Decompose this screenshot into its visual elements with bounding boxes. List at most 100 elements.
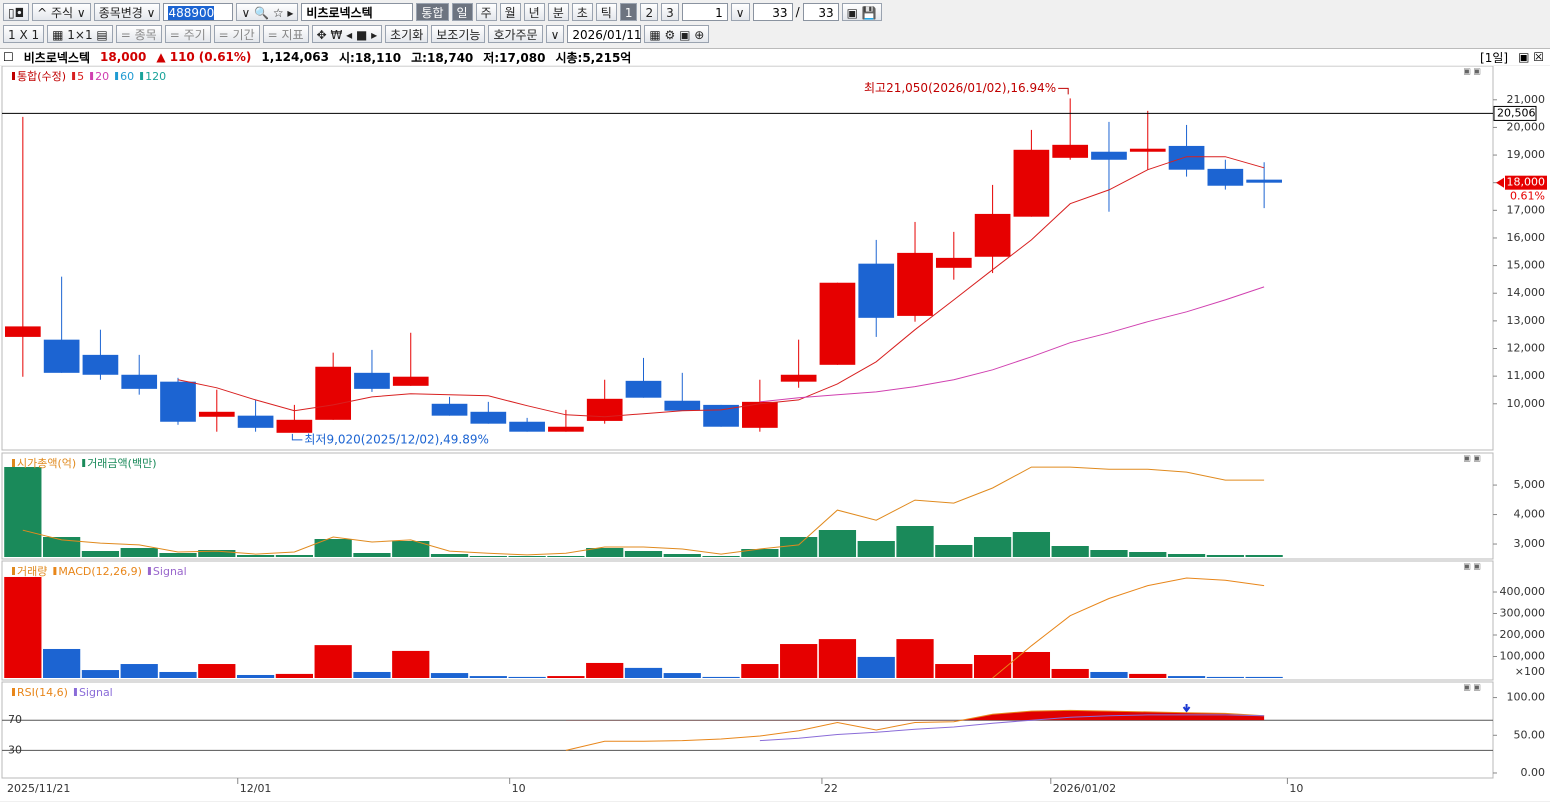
level-label: 70 [8, 713, 22, 726]
count-input[interactable]: 1 [681, 3, 728, 21]
period-btn[interactable]: 분 [547, 3, 569, 21]
legend-label: MACD(12,26,9) [58, 565, 142, 578]
legend-label: 60 [120, 70, 134, 83]
bar [624, 667, 663, 678]
info-volume: 1,124,063 [261, 50, 329, 64]
bar [43, 537, 81, 557]
bar [120, 548, 158, 557]
checkbox[interactable]: ☐ [3, 50, 14, 64]
change-stock-label: 종목변경 [98, 6, 143, 20]
page-input[interactable]: 33 [752, 3, 793, 21]
page: 33 [772, 6, 788, 20]
candle-body [315, 366, 352, 420]
bar [973, 655, 1012, 678]
aux-btn[interactable]: 보조기능 [431, 25, 486, 43]
x-tick-label: 10 [1289, 782, 1303, 795]
date-input[interactable]: 2026/01/11 [567, 25, 642, 43]
period-btn[interactable]: 월 [499, 3, 521, 21]
bar [973, 537, 1012, 557]
bar [392, 541, 430, 557]
legend-swatch [12, 459, 15, 467]
panel-button: ▣ ▣ [1463, 67, 1481, 76]
candle-body [82, 354, 119, 375]
legend-swatch [12, 72, 15, 80]
save-btn[interactable]: ▣ 💾 [841, 3, 882, 21]
bar [663, 673, 701, 678]
candle-body [1091, 151, 1127, 160]
bar [1245, 555, 1283, 557]
bar [353, 671, 391, 678]
filter-btn[interactable]: = 지표 [262, 25, 309, 43]
sub-period-btn[interactable]: 1 [619, 3, 638, 21]
candle-body [392, 376, 429, 386]
legend-label: 시가총액(억) [17, 457, 76, 470]
candle-body [548, 426, 584, 432]
info-rate: (0.61%) [198, 50, 252, 64]
bar [818, 530, 857, 557]
y-tick-label: 100,000 [1500, 650, 1546, 663]
bar [818, 639, 857, 678]
period-btn[interactable]: 주 [475, 3, 497, 21]
y-tick-label: 11,000 [1507, 369, 1546, 382]
sub-period-btn[interactable]: 3 [661, 3, 679, 21]
signal-arrow [1182, 704, 1191, 713]
x-tick-label: 10 [512, 782, 526, 795]
nav-btns[interactable]: ✥ ₩ ◂ ■ ▸ [311, 25, 383, 43]
grid-btn[interactable]: ▦ 1×1 ▤ [47, 25, 113, 43]
order-btn[interactable]: 호가주문 [488, 25, 543, 43]
legend-swatch [147, 567, 151, 575]
legend-swatch [53, 567, 57, 575]
unit-label: ×100 [1515, 665, 1545, 678]
period-btn[interactable]: 년 [523, 3, 545, 21]
candle-body [935, 257, 972, 268]
filter-btn[interactable]: = 종목 [115, 25, 162, 43]
period-btn[interactable]: 틱 [595, 3, 617, 21]
bar [1090, 671, 1128, 678]
candle-body [470, 411, 507, 424]
legend-label: Signal [153, 565, 187, 578]
code-input[interactable]: 488900 [163, 3, 234, 21]
bar [469, 676, 507, 678]
bar [469, 556, 507, 557]
layout-btn[interactable]: 1 X 1 [3, 25, 45, 43]
candle-body [586, 398, 623, 421]
window-btns[interactable]: ▣ ☒ [1518, 50, 1544, 64]
change-stock[interactable]: 종목변경 ∨ [93, 3, 161, 21]
legend-label: 5 [77, 70, 84, 83]
info-cap: 시총:5,215억 [555, 50, 632, 65]
bar [1129, 673, 1167, 678]
bar [1245, 676, 1283, 678]
code-tools[interactable]: ∨ 🔍 ☆ ▸ [236, 3, 299, 21]
bar [392, 650, 430, 678]
date: 2026/01/11 [572, 28, 642, 42]
bar [430, 673, 469, 678]
market-select[interactable]: ^ 주식 ∨ [32, 3, 91, 21]
series-line [177, 156, 1265, 418]
bar [1167, 676, 1206, 678]
integrated-btn[interactable]: 통합 [416, 3, 449, 21]
order-drop[interactable]: ∨ [545, 25, 565, 43]
bar [586, 662, 624, 678]
sub-period-btn[interactable]: 2 [640, 3, 659, 21]
bar [1012, 532, 1051, 557]
y-tick-label: 0.00 [1521, 766, 1546, 779]
annotation: 최고21,050(2026/01/02),16.94% [864, 81, 1056, 95]
reset-btn[interactable]: 초기화 [385, 25, 429, 43]
period-btn[interactable]: 일 [451, 3, 473, 21]
legend-label: Signal [79, 686, 113, 699]
count-drop[interactable]: ∨ [730, 3, 750, 21]
bar [43, 648, 81, 678]
date-tools[interactable]: ▦ ⚙ ▣ ⊕ [644, 25, 710, 43]
filter-btn[interactable]: = 기간 [213, 25, 260, 43]
filter-btn[interactable]: = 주기 [164, 25, 211, 43]
candle-body [1168, 145, 1205, 170]
menu-btn[interactable]: ▯◘ [3, 3, 30, 21]
period-btn[interactable]: 초 [571, 3, 593, 21]
bar [896, 639, 934, 678]
bar [547, 556, 585, 557]
bar [1167, 554, 1206, 557]
bar [1012, 651, 1051, 678]
bar [4, 467, 42, 557]
bar [159, 671, 197, 678]
